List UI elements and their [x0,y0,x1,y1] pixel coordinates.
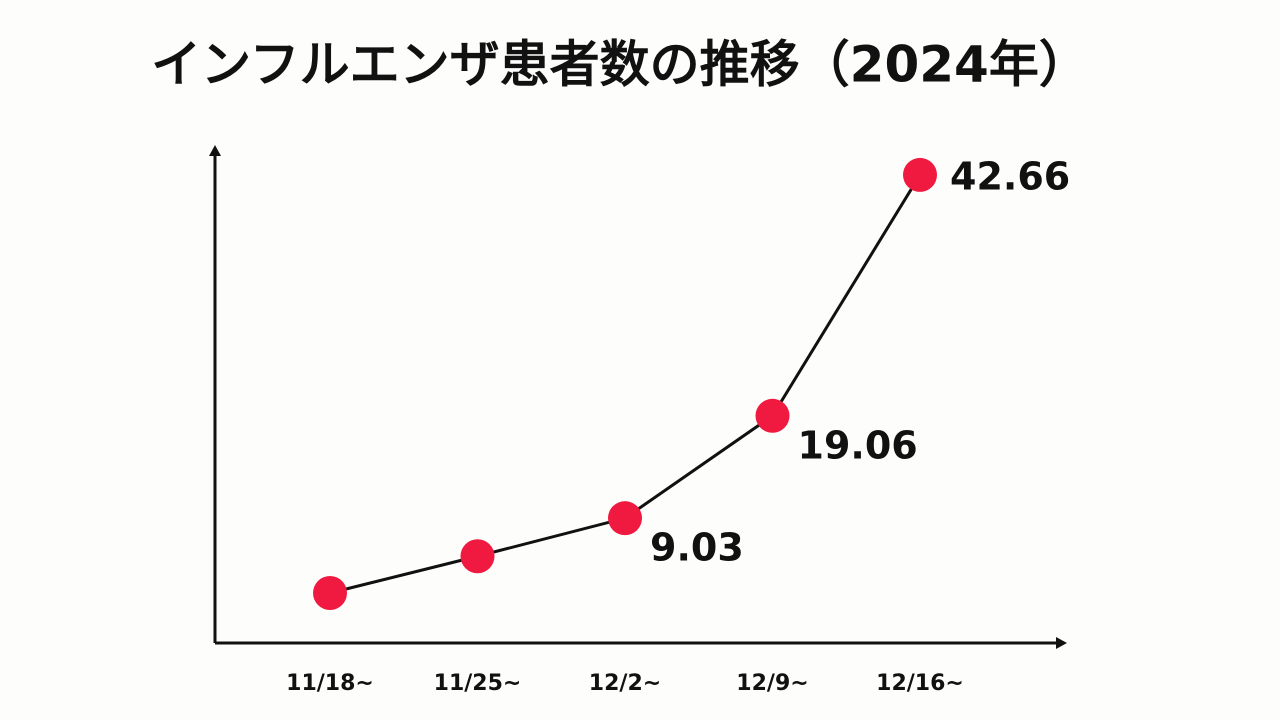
data-label: 9.03 [650,526,744,570]
x-tick-label: 12/16~ [876,671,964,696]
x-tick-label: 12/2~ [589,671,661,696]
chart-title: インフルエンザ患者数の推移（2024年） [151,36,1089,94]
x-tick-label: 12/9~ [736,671,808,696]
y-axis-arrow [209,145,221,156]
data-point [903,157,937,192]
x-axis-arrow [1056,637,1067,649]
data-label: 19.06 [798,423,918,467]
data-point [313,575,347,610]
data-point [460,539,495,574]
x-tick-label: 11/25~ [434,671,522,696]
x-tick-label: 11/18~ [286,671,374,696]
data-point [755,398,790,433]
data-point [608,501,642,536]
data-label: 42.66 [950,154,1070,198]
